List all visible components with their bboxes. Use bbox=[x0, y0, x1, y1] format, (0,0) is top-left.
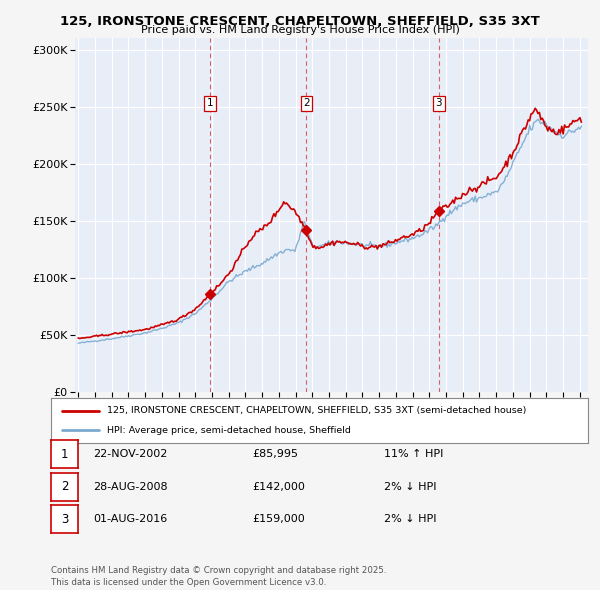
Text: 3: 3 bbox=[61, 513, 68, 526]
Text: 22-NOV-2002: 22-NOV-2002 bbox=[93, 450, 167, 459]
Text: Price paid vs. HM Land Registry's House Price Index (HPI): Price paid vs. HM Land Registry's House … bbox=[140, 25, 460, 35]
Text: £142,000: £142,000 bbox=[252, 482, 305, 491]
Text: 11% ↑ HPI: 11% ↑ HPI bbox=[384, 450, 443, 459]
Text: Contains HM Land Registry data © Crown copyright and database right 2025.
This d: Contains HM Land Registry data © Crown c… bbox=[51, 566, 386, 587]
Text: 01-AUG-2016: 01-AUG-2016 bbox=[93, 514, 167, 524]
Text: 28-AUG-2008: 28-AUG-2008 bbox=[93, 482, 167, 491]
Text: 1: 1 bbox=[61, 448, 68, 461]
Text: 2% ↓ HPI: 2% ↓ HPI bbox=[384, 514, 437, 524]
Text: 2: 2 bbox=[61, 480, 68, 493]
Text: 125, IRONSTONE CRESCENT, CHAPELTOWN, SHEFFIELD, S35 3XT: 125, IRONSTONE CRESCENT, CHAPELTOWN, SHE… bbox=[60, 15, 540, 28]
Text: £159,000: £159,000 bbox=[252, 514, 305, 524]
Text: 3: 3 bbox=[436, 99, 442, 109]
Text: 2% ↓ HPI: 2% ↓ HPI bbox=[384, 482, 437, 491]
Text: 1: 1 bbox=[207, 99, 214, 109]
Text: 125, IRONSTONE CRESCENT, CHAPELTOWN, SHEFFIELD, S35 3XT (semi-detached house): 125, IRONSTONE CRESCENT, CHAPELTOWN, SHE… bbox=[107, 406, 527, 415]
Text: HPI: Average price, semi-detached house, Sheffield: HPI: Average price, semi-detached house,… bbox=[107, 425, 351, 435]
Text: 2: 2 bbox=[303, 99, 310, 109]
Text: £85,995: £85,995 bbox=[252, 450, 298, 459]
